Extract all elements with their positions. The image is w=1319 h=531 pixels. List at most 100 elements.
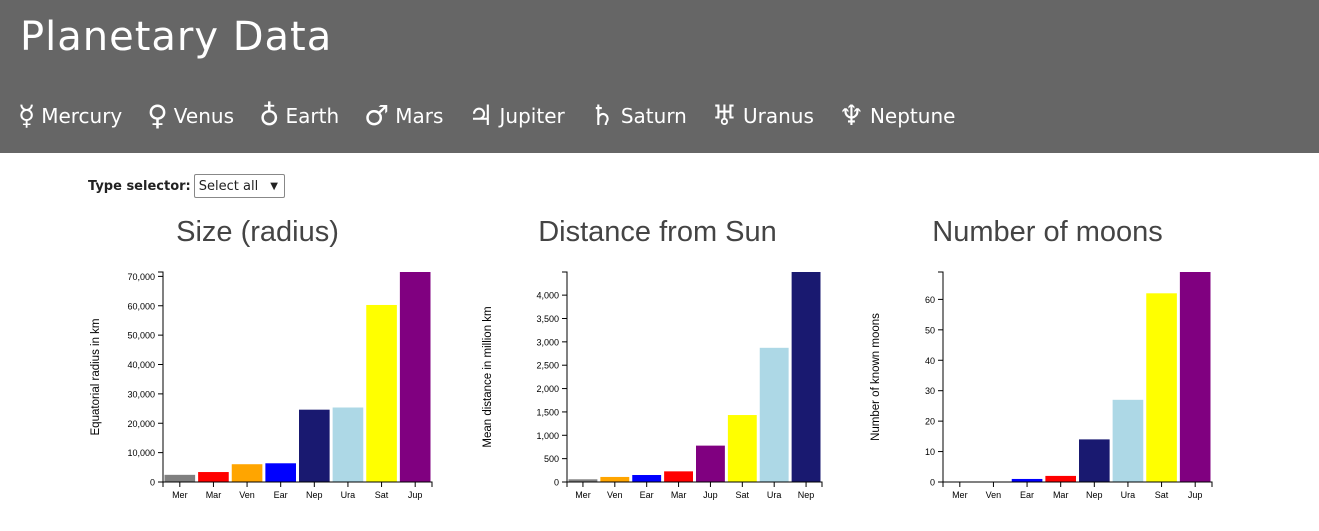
- nav-label: Uranus: [742, 104, 814, 128]
- uranus-symbol-icon: ♅: [711, 99, 737, 132]
- x-tick-label: Ura: [1121, 490, 1136, 500]
- saturn-symbol-icon: ♄: [589, 99, 615, 132]
- neptune-symbol-icon: ♆: [838, 99, 864, 132]
- y-tick-label: 4,000: [536, 291, 559, 301]
- x-axis-line: [566, 481, 823, 487]
- y-tick-label: 40,000: [127, 360, 155, 370]
- app-title: Planetary Data: [20, 14, 333, 60]
- distance-from-sun-chart: 0 500 1,000 1,500 2,000 2,500 3,000 3,500 4,000 M…: [482, 271, 823, 500]
- bar-ear: [632, 475, 662, 482]
- chart-title-moons: Number of moons: [932, 216, 1163, 248]
- y-tick-label: 20: [925, 417, 935, 427]
- bar-ura: [332, 407, 364, 482]
- y-tick-label: 30: [925, 386, 935, 396]
- y-tick-label: 60: [925, 295, 935, 305]
- y-tick-label: 0: [150, 478, 155, 488]
- bar-jup: [399, 272, 431, 482]
- caret-down-icon: ▼: [270, 180, 278, 192]
- type-selector: Type selector: Select all ▼: [88, 174, 285, 198]
- y-tick-label: 3,500: [536, 314, 559, 324]
- size-radius-chart: 0 10,000 20,000 30,000 40,000 50,000 60,000 70,…: [90, 271, 433, 500]
- nav-label: Saturn: [620, 104, 687, 128]
- chart-title-size: Size (radius): [176, 216, 339, 248]
- nav-item-neptune[interactable]: ♆ Neptune: [839, 102, 956, 130]
- x-tick-label: Jup: [703, 490, 718, 500]
- x-tick-label: Nep: [1086, 490, 1103, 500]
- x-tick-label: Nep: [306, 490, 323, 500]
- x-tick-label: Nep: [798, 490, 815, 500]
- bar-nep: [299, 409, 330, 482]
- bar-jup: [1179, 272, 1211, 482]
- x-tick-label: Ura: [341, 490, 356, 500]
- y-tick-label: 0: [554, 478, 559, 488]
- nav-label: Mercury: [41, 104, 123, 128]
- y-tick-label: 10,000: [127, 448, 155, 458]
- x-tick-label: Ura: [767, 490, 782, 500]
- y-axis-line: [938, 271, 944, 483]
- type-select-value: Select all: [198, 178, 259, 194]
- venus-symbol-icon: ♀: [147, 99, 168, 132]
- x-tick-label: Ear: [1020, 490, 1034, 500]
- y-tick-label: 3,000: [536, 337, 559, 347]
- x-tick-label: Mar: [671, 490, 687, 500]
- mercury-symbol-icon: ☿: [18, 99, 36, 132]
- nav-label: Venus: [173, 104, 234, 128]
- bar-mar: [664, 471, 693, 482]
- x-tick-label: Sat: [736, 490, 750, 500]
- type-select-dropdown[interactable]: Select all ▼: [193, 174, 285, 198]
- bar-mer: [164, 474, 196, 482]
- nav-label: Jupiter: [499, 104, 565, 128]
- planet-nav: ☿ Mercury ♀ Venus ♁ Earth ♂ Mars ♃ Jupit…: [18, 96, 980, 136]
- x-tick-label: Ven: [239, 490, 255, 500]
- bar-ven: [231, 464, 263, 482]
- header: Planetary Data ☿ Mercury ♀ Venus ♁ Earth…: [0, 0, 1319, 153]
- y-tick-label: 10: [925, 447, 935, 457]
- x-tick-label: Mer: [952, 490, 968, 500]
- x-tick-label: Ven: [986, 490, 1002, 500]
- nav-item-venus[interactable]: ♀ Venus: [147, 102, 234, 130]
- y-tick-label: 2,000: [536, 384, 559, 394]
- bar-sat: [727, 415, 757, 482]
- y-axis-line: [562, 271, 568, 483]
- nav-item-jupiter[interactable]: ♃ Jupiter: [468, 102, 564, 130]
- x-tick-label: Jup: [408, 490, 423, 500]
- jupiter-symbol-icon: ♃: [468, 99, 494, 132]
- x-axis-line: [162, 481, 433, 487]
- y-axis-label: Number of known moons: [870, 313, 882, 441]
- type-selector-label: Type selector:: [88, 178, 191, 194]
- x-tick-label: Ven: [607, 490, 623, 500]
- nav-item-saturn[interactable]: ♄ Saturn: [590, 102, 687, 130]
- chart-title-distance: Distance from Sun: [538, 216, 777, 248]
- bar-ura: [1112, 399, 1144, 482]
- x-tick-label: Ear: [274, 490, 288, 500]
- bar-sat: [1146, 293, 1177, 482]
- nav-item-earth[interactable]: ♁ Earth: [259, 102, 339, 130]
- mars-symbol-icon: ♂: [364, 99, 390, 132]
- nav-label: Neptune: [869, 104, 956, 128]
- bar-mer: [568, 479, 598, 482]
- y-tick-label: 2,500: [536, 361, 559, 371]
- x-tick-label: Mar: [1053, 490, 1069, 500]
- x-tick-label: Mer: [575, 490, 591, 500]
- nav-label: Earth: [285, 104, 340, 128]
- number-of-moons-chart: 0 10 20 30 40 50 60 Number of known moons Mer Ven…: [870, 271, 1213, 500]
- x-tick-label: Mar: [206, 490, 222, 500]
- y-tick-label: 20,000: [127, 419, 155, 429]
- y-axis-label: Mean distance in million km: [482, 306, 494, 447]
- bar-nep: [791, 272, 821, 482]
- x-tick-label: Ear: [640, 490, 654, 500]
- nav-item-uranus[interactable]: ♅ Uranus: [712, 102, 814, 130]
- bar-jup: [696, 445, 725, 482]
- x-tick-label: Mer: [172, 490, 188, 500]
- y-tick-label: 50,000: [127, 331, 155, 341]
- nav-item-mars[interactable]: ♂ Mars: [364, 102, 443, 130]
- bar-mar: [1045, 475, 1076, 482]
- x-tick-label: Jup: [1188, 490, 1203, 500]
- y-tick-label: 1,000: [536, 431, 559, 441]
- y-axis-label: Equatorial radius in km: [90, 319, 102, 436]
- x-tick-label: Sat: [375, 490, 389, 500]
- nav-item-mercury[interactable]: ☿ Mercury: [18, 102, 122, 130]
- bar-ear: [265, 463, 296, 482]
- x-axis-line: [942, 481, 1213, 487]
- y-tick-label: 30,000: [127, 389, 155, 399]
